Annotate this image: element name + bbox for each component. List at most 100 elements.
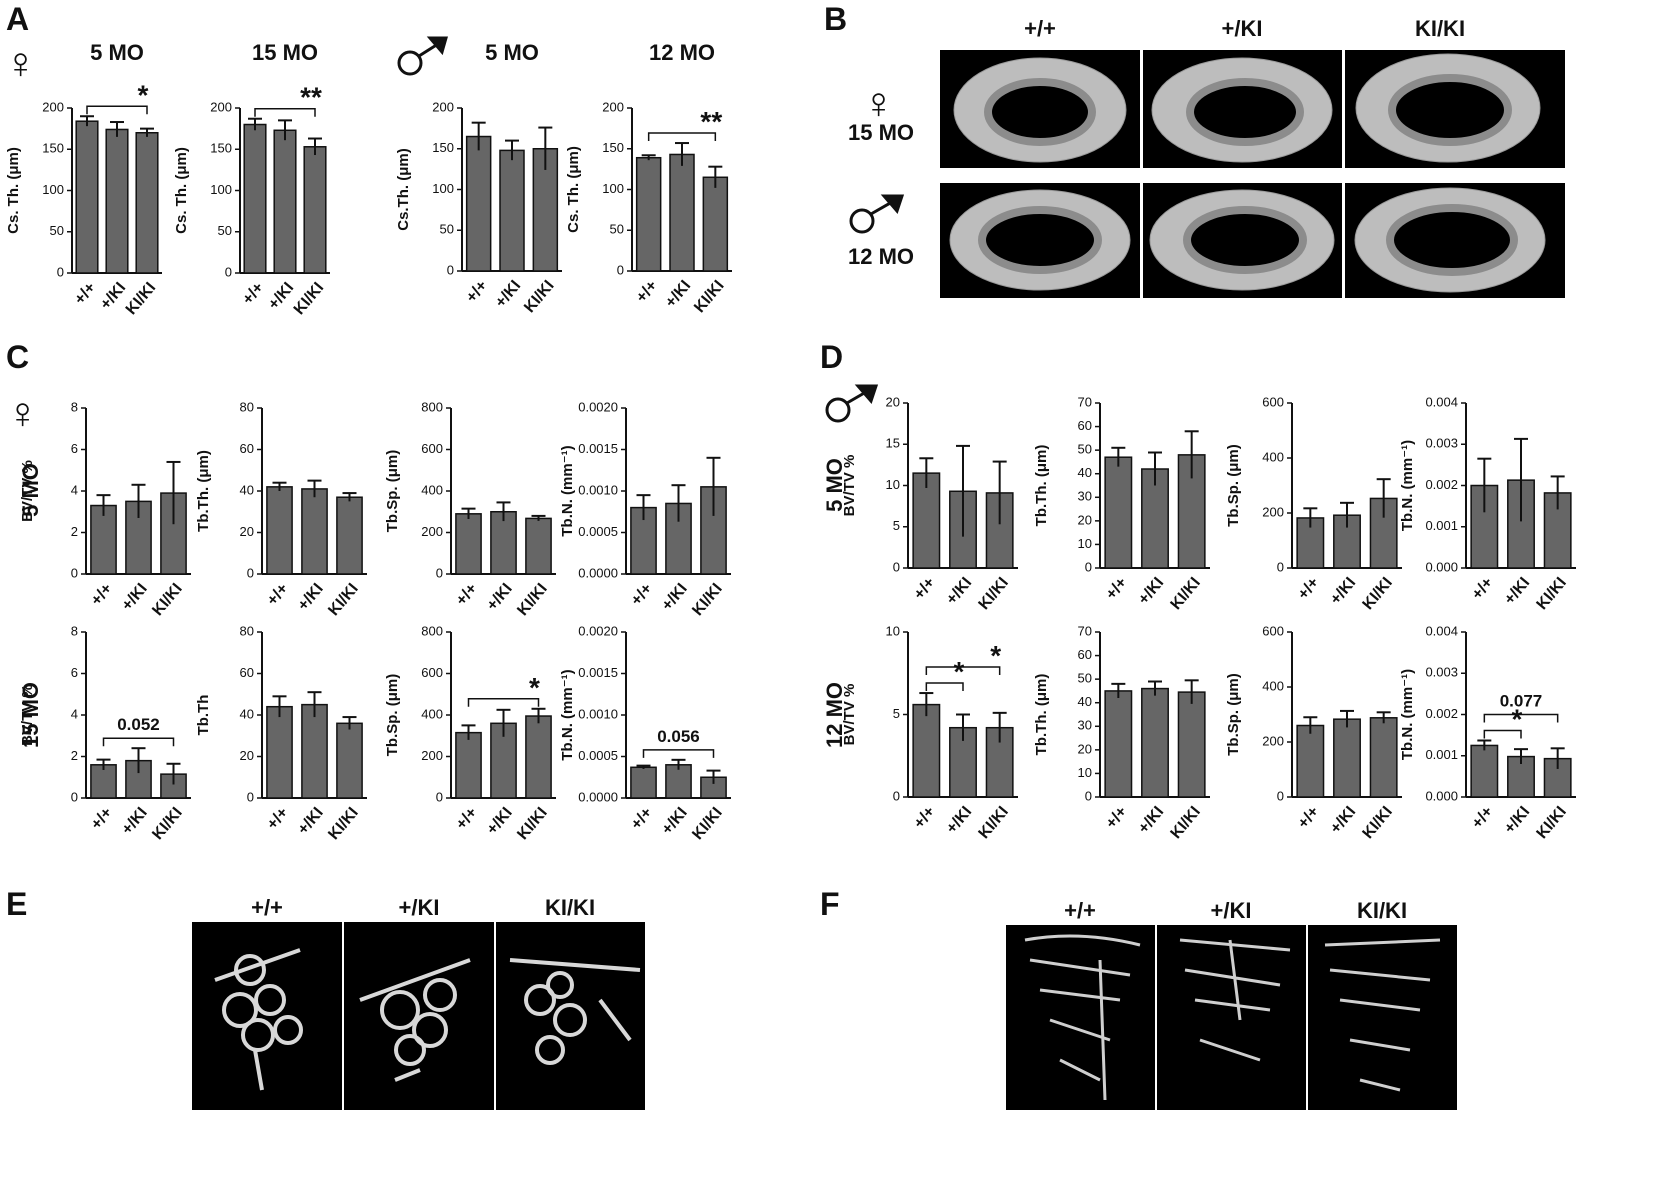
- error-bar: [531, 514, 546, 521]
- panel-letter: C: [6, 339, 29, 375]
- trabecular-images: [192, 922, 645, 1110]
- y-tick-label: 0.001: [1425, 518, 1458, 533]
- panel-letter: F: [820, 886, 840, 922]
- error-bar: [531, 707, 546, 724]
- significance-bracket: [647, 132, 717, 142]
- significance-bracket: [925, 666, 1001, 676]
- y-tick-label: 600: [421, 665, 443, 680]
- bar-chart: BV/TV % 0 5 10 +/+ +/KI KI/KI * *: [841, 623, 1018, 842]
- error-bar: [671, 484, 686, 522]
- x-tick-label: KI/KI: [689, 580, 725, 619]
- chart-title: 12 MO: [649, 40, 715, 65]
- bar: [301, 488, 328, 575]
- y-tick-label: 20: [240, 748, 254, 763]
- bar-chart: Tb.N. (mm⁻¹) 0.0000 0.0005 0.0010 0.0015 0.00…: [559, 399, 731, 619]
- x-tick-label: KI/KI: [1168, 574, 1204, 613]
- bar: [1104, 690, 1133, 798]
- y-axis-label: Tb.Th. (μm): [1033, 445, 1050, 527]
- error-bar: [1550, 475, 1565, 510]
- y-tick-label: 0.004: [1425, 394, 1458, 409]
- y-axis-label: Cs. Th. (μm): [5, 147, 22, 234]
- error-bar: [307, 479, 322, 498]
- y-tick-label: 60: [1078, 418, 1092, 433]
- y-tick-label: 200: [602, 99, 624, 114]
- bar: [669, 153, 695, 272]
- y-tick-label: 0.0015: [578, 665, 618, 680]
- y-tick-label: 0: [247, 789, 254, 804]
- significance-label: *: [1512, 703, 1523, 734]
- bar: [243, 123, 267, 274]
- y-tick-label: 20: [886, 394, 900, 409]
- bar: [455, 513, 482, 575]
- y-axis-label: Cs. Th. (μm): [565, 146, 582, 233]
- y-tick-label: 0.002: [1425, 477, 1458, 492]
- y-tick-label: 0.0020: [578, 399, 618, 414]
- significance-label: 0.077: [1500, 691, 1543, 710]
- x-tick-label: +/+: [239, 279, 267, 308]
- error-bar: [496, 708, 511, 737]
- y-tick-label: 0.0005: [578, 748, 618, 763]
- x-tick-label: KI/KI: [1360, 574, 1396, 613]
- y-tick-label: 5: [893, 706, 900, 721]
- y-tick-label: 600: [421, 441, 443, 456]
- significance-label: *: [138, 79, 149, 110]
- x-tick-label: KI/KI: [1534, 803, 1570, 842]
- y-tick-label: 200: [1262, 504, 1284, 519]
- error-bar: [1303, 507, 1318, 528]
- column-label: KI/KI: [1357, 898, 1407, 923]
- bar: [336, 722, 363, 799]
- bar-chart: Tb.Sp. (μm) 0 200 400 600 +/+ +/KI KI/KI: [1225, 394, 1402, 613]
- y-tick-label: 60: [1078, 647, 1092, 662]
- y-tick-label: 0: [247, 565, 254, 580]
- male-symbol: [397, 36, 448, 76]
- bar: [1104, 456, 1133, 569]
- x-tick-label: +/KI: [943, 574, 975, 608]
- error-bar: [96, 758, 111, 770]
- significance-label: 0.056: [657, 727, 700, 746]
- x-tick-label: KI/KI: [691, 277, 727, 316]
- y-tick-label: 6: [71, 441, 78, 456]
- bar: [490, 511, 517, 575]
- error-bar: [1148, 680, 1162, 696]
- bar-chart: Tb.Sp. (μm) 0 200 400 600 +/+ +/KI KI/KI: [1225, 623, 1402, 842]
- y-tick-label: 40: [1078, 465, 1092, 480]
- y-tick-label: 2: [71, 748, 78, 763]
- y-tick-label: 60: [240, 441, 254, 456]
- error-bar: [992, 711, 1007, 743]
- error-bar: [1514, 437, 1528, 522]
- x-tick-label: +/+: [628, 580, 656, 609]
- y-tick-label: 70: [1078, 623, 1092, 638]
- x-tick-label: +/KI: [662, 277, 694, 311]
- bar: [635, 156, 662, 272]
- error-bar: [671, 758, 686, 770]
- error-bar: [1111, 682, 1126, 698]
- male-symbol: [825, 384, 879, 423]
- x-tick-label: +/+: [88, 580, 116, 609]
- y-tick-label: 50: [50, 223, 64, 238]
- chart-title: 15 MO: [252, 40, 318, 65]
- bar: [1177, 691, 1206, 798]
- error-bar: [636, 764, 651, 769]
- error-bar: [1376, 478, 1391, 518]
- bar: [499, 149, 525, 272]
- significance-label: *: [990, 640, 1001, 671]
- x-tick-label: +/+: [911, 803, 939, 832]
- y-tick-label: 8: [71, 623, 78, 638]
- error-bar: [1477, 457, 1492, 513]
- bar: [303, 146, 327, 274]
- x-tick-label: KI/KI: [976, 574, 1012, 613]
- row-label: 12 MO: [822, 682, 847, 748]
- error-bar: [166, 762, 181, 785]
- y-tick-label: 0: [447, 262, 454, 277]
- y-tick-label: 0.0000: [578, 789, 618, 804]
- column-label: +/KI: [399, 895, 440, 920]
- error-bar: [342, 492, 357, 502]
- error-bar: [80, 115, 94, 127]
- bar: [273, 129, 297, 274]
- error-bar: [471, 121, 486, 151]
- column-label: +/+: [1024, 16, 1056, 41]
- y-tick-label: 0: [893, 788, 900, 803]
- bar: [135, 132, 159, 274]
- error-bar: [342, 716, 357, 730]
- significance-bracket: [1483, 729, 1522, 739]
